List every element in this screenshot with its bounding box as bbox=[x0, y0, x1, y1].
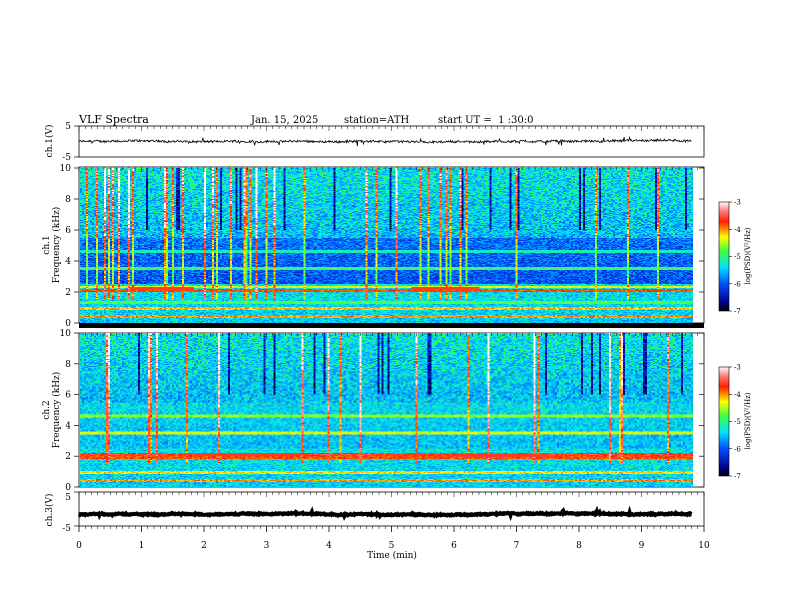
xtick-label: 4 bbox=[326, 541, 332, 551]
ch1-colorbar-gradient bbox=[718, 201, 730, 312]
colorbar-tick-label: -5 bbox=[734, 253, 741, 261]
freq-ytick-label: 4 bbox=[65, 257, 71, 267]
ch1-strip-black bbox=[79, 323, 704, 328]
ch1-spectrogram-channel-label: ch.1 bbox=[42, 235, 52, 254]
xtick-label: 3 bbox=[264, 541, 270, 551]
ch1-ytick-top: 5 bbox=[65, 122, 71, 132]
xtick-label: 1 bbox=[139, 541, 145, 551]
ch2-colorbar: -3 -4 -5 -6 -7 log(PSD)(V²/Hz) bbox=[718, 364, 752, 481]
ch2-spectrogram-image bbox=[80, 333, 693, 487]
freq-ytick-label: 2 bbox=[65, 452, 71, 462]
colorbar-tick-label: -6 bbox=[734, 280, 741, 288]
freq-ytick-label: 8 bbox=[65, 360, 71, 370]
freq-ytick-label: 4 bbox=[65, 421, 71, 431]
station-label: station=ATH bbox=[344, 115, 410, 126]
freq-ytick-label: 2 bbox=[65, 288, 71, 298]
ch1-colorbar: -3 -4 -5 -6 -7 log(PSD)(V²/Hz) bbox=[718, 199, 752, 316]
ch3-waveform-ylabel: ch.3(V) bbox=[44, 494, 55, 527]
xtick-label: 6 bbox=[451, 541, 457, 551]
freq-ytick-label: 6 bbox=[65, 226, 71, 236]
ch1-spectrogram-image bbox=[80, 168, 693, 323]
freq-ytick-label: 8 bbox=[65, 195, 71, 205]
xtick-label: 8 bbox=[576, 541, 582, 551]
colorbar-tick-label: -3 bbox=[734, 199, 741, 207]
ch2-spectrogram-channel-label: ch.2 bbox=[42, 400, 52, 419]
xtick-label: 10 bbox=[698, 541, 710, 551]
ch1-waveform-line bbox=[78, 135, 692, 147]
freq-ytick-label: 10 bbox=[60, 329, 72, 339]
ch1-waveform-ylabel: ch.1(V) bbox=[44, 125, 55, 158]
ch1-ytick-bottom: -5 bbox=[62, 153, 71, 163]
xtick-label: 5 bbox=[389, 541, 395, 551]
xtick-label: 9 bbox=[639, 541, 645, 551]
colorbar-tick-label: -4 bbox=[734, 226, 741, 234]
ch1-waveform-panel: 5 -5 ch.1(V) bbox=[44, 122, 705, 163]
ch1-colorbar-label: log(PSD)(V²/Hz) bbox=[744, 227, 752, 284]
colorbar-tick-label: -7 bbox=[734, 473, 741, 481]
ch2-spectrogram-panel: 0 2 4 6 8 10 ch.2 Frequency (kHz) bbox=[42, 329, 705, 493]
ch3-ytick-top: 5 bbox=[65, 493, 71, 503]
xtick-label: 2 bbox=[201, 541, 207, 551]
ch3-waveform-frame bbox=[78, 491, 705, 527]
time-axis-label: Time (min) bbox=[367, 550, 417, 561]
colorbar-tick-label: -7 bbox=[734, 308, 741, 316]
colorbar-tick-label: -4 bbox=[734, 391, 741, 399]
date-label: Jan. 15, 2025 bbox=[250, 115, 318, 126]
colorbar-tick-label: -3 bbox=[734, 364, 741, 372]
ch3-waveform-line bbox=[77, 505, 693, 522]
freq-ytick-label: 6 bbox=[65, 391, 71, 401]
ch2-spectrogram-ylabel: Frequency (kHz) bbox=[51, 372, 62, 449]
time-axis: 0 1 2 3 4 5 6 7 8 9 10 bbox=[74, 125, 710, 551]
ch3-waveform-panel: 5 -5 ch.3(V) bbox=[44, 491, 705, 534]
freq-ytick-label: 0 bbox=[65, 319, 71, 329]
ch1-spectrogram-panel: 0 2 4 6 8 10 ch.1 Frequency (kHz) bbox=[42, 164, 705, 329]
colorbar-tick-label: -6 bbox=[734, 445, 741, 453]
xtick-label: 0 bbox=[76, 541, 82, 551]
freq-ytick-label: 0 bbox=[65, 483, 71, 493]
figure-title: VLF Spectra bbox=[78, 113, 149, 126]
ch2-colorbar-gradient bbox=[718, 366, 730, 477]
ch2-colorbar-label: log(PSD)(V²/Hz) bbox=[744, 392, 752, 449]
start-ut-label: start UT = 1 :30:0 bbox=[438, 115, 533, 126]
xtick-label: 7 bbox=[514, 541, 520, 551]
colorbar-tick-label: -5 bbox=[734, 418, 741, 426]
ch3-ytick-bottom: -5 bbox=[62, 524, 71, 534]
freq-ytick-label: 10 bbox=[60, 164, 72, 174]
ch1-spectrogram-ylabel: Frequency (kHz) bbox=[51, 207, 62, 284]
